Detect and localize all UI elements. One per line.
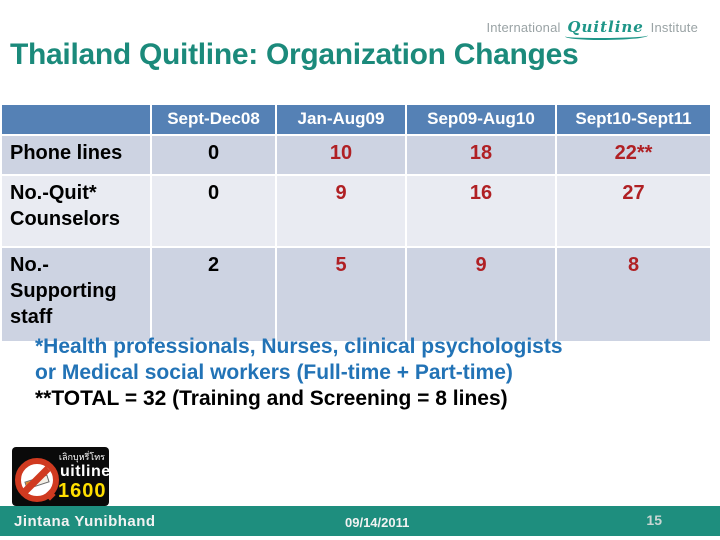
footer-page-number: 15 (646, 512, 662, 528)
international-quitline-institute-logo: International Quitline Institute (486, 18, 698, 40)
logo-text-institute: Institute (650, 20, 698, 35)
table-cell: 0 (150, 174, 277, 248)
logo-text-international: International (486, 20, 561, 35)
row-label: Phone lines (0, 134, 152, 176)
row-label: No.-Quit* Counselors (0, 174, 152, 248)
quitline-1600-logo: เลิกบุหรี่โทร uitline 1600 (12, 447, 111, 506)
table-header-row: Sept-Dec08 Jan-Aug09 Sep09-Aug10 Sept10-… (0, 103, 712, 136)
table-cell: 18 (405, 134, 557, 176)
row-label: No.-Supporting staff (0, 246, 152, 343)
table-row: No.-Quit* Counselors 0 9 16 27 (0, 174, 712, 248)
column-header: Sep09-Aug10 (405, 103, 557, 136)
footer-date: 09/14/2011 (345, 515, 410, 530)
footnote-line: *Health professionals, Nurses, clinical … (35, 335, 563, 358)
table-cell: 0 (150, 134, 277, 176)
table-cell: 5 (275, 246, 407, 343)
column-header: Sept10-Sept11 (555, 103, 712, 136)
table-row: Phone lines 0 10 18 22** (0, 134, 712, 176)
table-corner-cell (0, 103, 152, 136)
table-cell: 27 (555, 174, 712, 248)
organization-changes-table: Sept-Dec08 Jan-Aug09 Sep09-Aug10 Sept10-… (0, 103, 712, 343)
footnotes: *Health professionals, Nurses, clinical … (35, 334, 563, 412)
column-header: Sept-Dec08 (150, 103, 277, 136)
footnote-line: **TOTAL = 32 (Training and Screening = 8… (35, 387, 508, 410)
table-cell: 22** (555, 134, 712, 176)
column-header: Jan-Aug09 (275, 103, 407, 136)
quitline-logo-thai-text: เลิกบุหรี่โทร (58, 452, 105, 462)
table-cell: 10 (275, 134, 407, 176)
table-row: No.-Supporting staff 2 5 9 8 (0, 246, 712, 343)
table-cell: 9 (405, 246, 557, 343)
footer-bar: Jintana Yunibhand 09/14/2011 15 (0, 506, 720, 536)
table-cell: 2 (150, 246, 277, 343)
table-cell: 16 (405, 174, 557, 248)
footer-author: Jintana Yunibhand (14, 513, 156, 530)
logo-underline-swoosh (565, 32, 648, 40)
footnote-line: or Medical social workers (Full-time + P… (35, 361, 513, 384)
logo-text-quitline-script: Quitline (565, 18, 648, 40)
quitline-logo-word: uitline (60, 463, 111, 480)
table-cell: 9 (275, 174, 407, 248)
quitline-logo-number: 1600 (58, 480, 107, 502)
slide-title: Thailand Quitline: Organization Changes (10, 38, 579, 71)
table-cell: 8 (555, 246, 712, 343)
